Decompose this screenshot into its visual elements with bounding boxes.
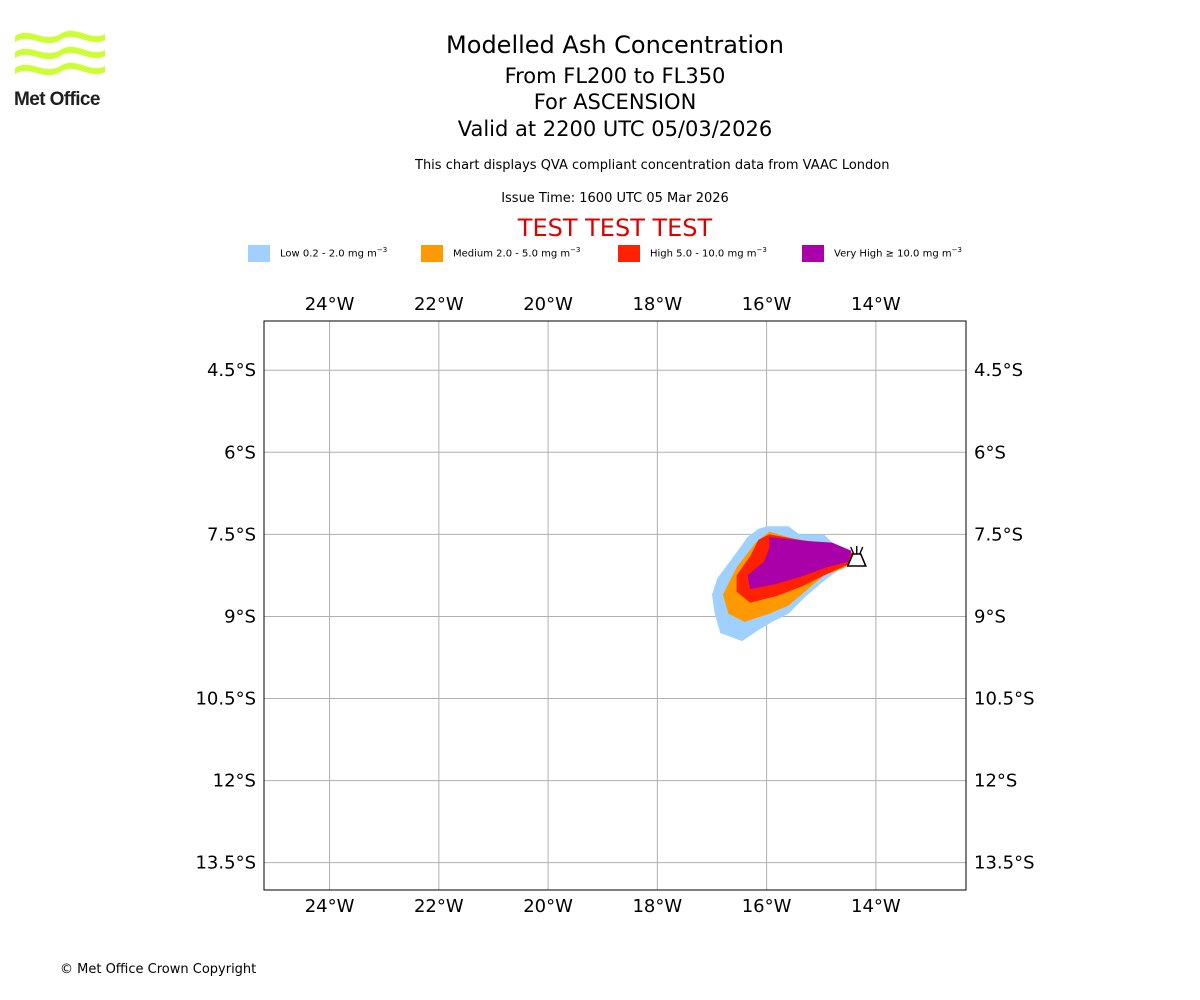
- location-label: For ASCENSION: [533, 90, 697, 114]
- lat-tick-label-left: 10.5°S: [195, 689, 256, 710]
- map-frame: [263, 320, 967, 891]
- ash-region-very-high: [747, 537, 852, 590]
- met-office-waves-icon: [15, 30, 105, 76]
- legend-swatch-medium: [421, 245, 443, 262]
- legend-swatch-very-high: [802, 245, 824, 262]
- lat-tick-label-right: 9°S: [974, 606, 1006, 627]
- lat-tick-label-left: 13.5°S: [195, 853, 256, 874]
- lon-tick-label-bottom: 22°W: [414, 896, 464, 917]
- legend-label-low: Low 0.2 - 2.0 mg m−3: [280, 246, 388, 260]
- lon-tick-label-top: 22°W: [414, 294, 464, 315]
- legend-label-medium: Medium 2.0 - 5.0 mg m−3: [453, 246, 581, 260]
- lat-tick-label-right: 4.5°S: [974, 360, 1023, 381]
- met-office-logo: Met Office: [14, 28, 110, 114]
- volcano-marker: [846, 545, 867, 567]
- lat-tick-label-left: 4.5°S: [207, 360, 256, 381]
- lat-tick-label-left: 9°S: [224, 606, 256, 627]
- ash-plume: [712, 526, 854, 642]
- volcano-icon: [846, 553, 867, 567]
- lon-tick-label-bottom: 14°W: [851, 896, 901, 917]
- lon-tick-label-top: 14°W: [851, 294, 901, 315]
- lon-tick-label-top: 20°W: [523, 294, 573, 315]
- volcano-plume-icon: [850, 545, 864, 555]
- lat-tick-label-right: 6°S: [974, 442, 1006, 463]
- lat-tick-label-right: 7.5°S: [974, 524, 1023, 545]
- map-grid: [264, 321, 966, 890]
- flight-level-range: From FL200 to FL350: [504, 64, 726, 88]
- lat-tick-label-right: 10.5°S: [974, 689, 1035, 710]
- lon-tick-label-bottom: 24°W: [305, 896, 355, 917]
- legend-label-high: High 5.0 - 10.0 mg m−3: [650, 246, 767, 260]
- lon-tick-label-top: 24°W: [305, 294, 355, 315]
- legend-swatch-low: [248, 245, 270, 262]
- lat-tick-label-right: 13.5°S: [974, 853, 1035, 874]
- map-tick-labels: 24°W 24°W 22°W 22°W 20°W 20°W 18°W 18°W 16°W 16°W…: [195, 294, 1034, 917]
- lat-tick-label-right: 12°S: [974, 771, 1017, 792]
- valid-time: Valid at 2200 UTC 05/03/2026: [457, 117, 773, 141]
- chart-title: Modelled Ash Concentration: [446, 31, 784, 59]
- lat-tick-label-left: 12°S: [213, 771, 256, 792]
- logo-text: Met Office: [14, 89, 100, 110]
- lat-tick-label-left: 7.5°S: [207, 524, 256, 545]
- copyright-notice: © Met Office Crown Copyright: [60, 962, 257, 977]
- lon-tick-label-top: 16°W: [742, 294, 792, 315]
- lon-tick-label-bottom: 16°W: [742, 896, 792, 917]
- lon-tick-label-bottom: 20°W: [523, 896, 573, 917]
- lat-tick-label-left: 6°S: [224, 442, 256, 463]
- lon-tick-label-top: 18°W: [632, 294, 682, 315]
- lon-tick-label-bottom: 18°W: [632, 896, 682, 917]
- qva-note: This chart displays QVA compliant concen…: [415, 158, 890, 173]
- issue-time: Issue Time: 1600 UTC 05 Mar 2026: [501, 191, 729, 206]
- legend-swatch-high: [618, 245, 640, 262]
- test-banner: TEST TEST TEST: [517, 214, 713, 242]
- legend-label-very-high: Very High ≥ 10.0 mg m−3: [834, 246, 962, 260]
